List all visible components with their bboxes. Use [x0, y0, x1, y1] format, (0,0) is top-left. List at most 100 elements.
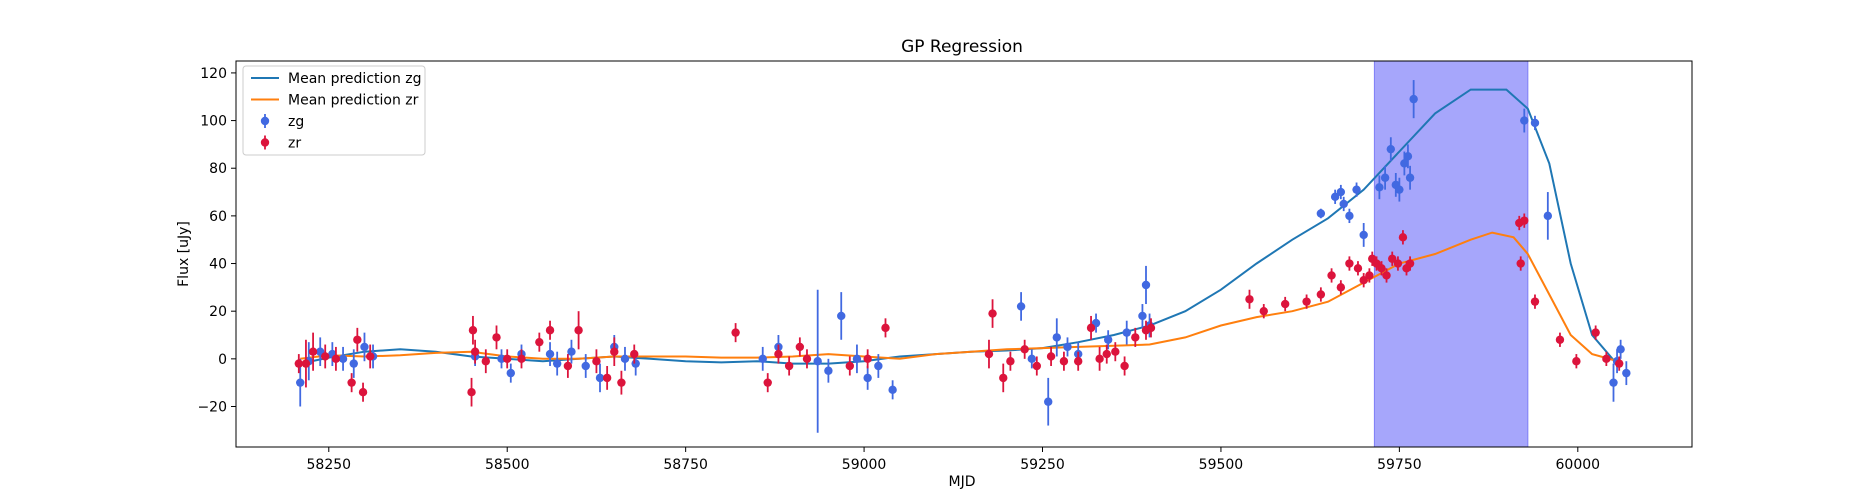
data-point: [353, 335, 362, 344]
data-point: [1302, 297, 1311, 306]
data-point: [731, 328, 740, 337]
data-point: [563, 361, 573, 371]
y-tick-label: 120: [200, 66, 227, 82]
data-point: [1027, 354, 1037, 364]
data-point: [845, 361, 855, 371]
data-point: [331, 354, 341, 364]
y-tick-label: 60: [209, 209, 227, 225]
data-point: [852, 354, 862, 364]
data-point: [1345, 259, 1354, 268]
data-point: [1409, 94, 1418, 104]
legend-box: [242, 65, 426, 156]
data-point: [535, 337, 544, 347]
data-point: [301, 359, 311, 368]
data-point: [1259, 306, 1268, 316]
data-point: [1131, 333, 1140, 342]
data-point: [999, 373, 1008, 383]
x-tick-label: 58250: [307, 457, 352, 473]
legend-label: Mean prediction zg: [288, 71, 422, 87]
data-point: [824, 366, 833, 375]
data-point: [984, 349, 994, 359]
x-tick-label: 59750: [1377, 457, 1422, 473]
highlight-band: [1373, 60, 1529, 448]
data-point: [1245, 295, 1254, 304]
plot-frame: [235, 60, 1693, 448]
legend-item-4: zr: [260, 135, 301, 152]
data-point: [1138, 311, 1147, 321]
data-point: [1353, 264, 1363, 273]
legend-item-1: Mean prediction zg: [251, 71, 422, 87]
data-point: [481, 357, 491, 366]
data-point: [881, 323, 890, 333]
data-point: [552, 359, 562, 368]
data-point: [567, 347, 576, 356]
data-point: [308, 347, 318, 356]
x-tick-label: 60000: [1556, 457, 1601, 473]
data-point: [863, 354, 872, 364]
data-point: [784, 361, 794, 371]
data-point: [1336, 283, 1346, 292]
data-point: [1530, 297, 1540, 306]
legend-point-swatch: [260, 138, 270, 147]
data-point: [763, 378, 772, 387]
data-point: [545, 349, 555, 359]
data-point: [1316, 290, 1326, 299]
legend: Mean prediction zg Mean prediction zr zg zr: [242, 65, 426, 156]
x-tick-label: 59000: [842, 457, 887, 473]
data-point: [492, 333, 501, 342]
data-point: [365, 352, 375, 361]
data-point: [1398, 233, 1408, 242]
data-point: [1044, 397, 1053, 406]
data-point: [574, 326, 583, 335]
data-point: [468, 326, 478, 335]
x-tick-label: 58500: [485, 457, 530, 473]
data-point: [602, 373, 612, 383]
data-point: [467, 387, 476, 397]
data-point: [1032, 361, 1042, 371]
data-point: [1375, 183, 1384, 192]
data-point: [1330, 192, 1340, 202]
data-point: [349, 359, 358, 368]
data-point: [1073, 357, 1083, 366]
data-point: [1111, 347, 1120, 356]
data-point: [1380, 173, 1390, 182]
data-point: [1591, 328, 1600, 337]
data-point: [617, 378, 626, 387]
data-point: [1316, 209, 1326, 218]
data-point: [1122, 328, 1131, 337]
data-point: [1622, 368, 1631, 378]
data-point: [837, 311, 846, 321]
y-tick-label: 40: [209, 257, 227, 273]
data-point: [1020, 345, 1029, 354]
data-point: [774, 349, 783, 359]
data-point: [1120, 361, 1129, 371]
data-point: [758, 354, 767, 364]
data-point: [863, 373, 872, 383]
data-point: [813, 357, 822, 366]
data-point: [1405, 259, 1415, 268]
x-tick-label: 59250: [1020, 457, 1065, 473]
data-point: [1336, 187, 1346, 197]
data-point: [321, 352, 330, 361]
data-point: [1280, 299, 1290, 309]
y-tick-label: 20: [209, 304, 227, 320]
data-point: [1393, 259, 1403, 268]
legend-label: zg: [288, 114, 304, 130]
x-axis: 58250 58500 58750 59000 59250 59500 59750 60000: [307, 447, 1601, 473]
data-point: [294, 359, 304, 368]
data-point: [470, 347, 480, 356]
data-point: [888, 385, 897, 395]
data-point: [506, 368, 515, 378]
data-point: [1520, 116, 1529, 125]
data-point: [630, 349, 639, 359]
data-point: [1388, 254, 1397, 263]
y-axis-title: Flux [uJy]: [176, 221, 192, 287]
data-point: [795, 342, 805, 352]
y-tick-label: 0: [218, 352, 227, 368]
data-point: [1403, 152, 1413, 161]
data-point: [1520, 216, 1529, 225]
data-point: [503, 354, 512, 364]
plot-area: [294, 80, 1631, 433]
data-point: [1063, 342, 1072, 352]
legend-item-3: zg: [260, 114, 304, 130]
